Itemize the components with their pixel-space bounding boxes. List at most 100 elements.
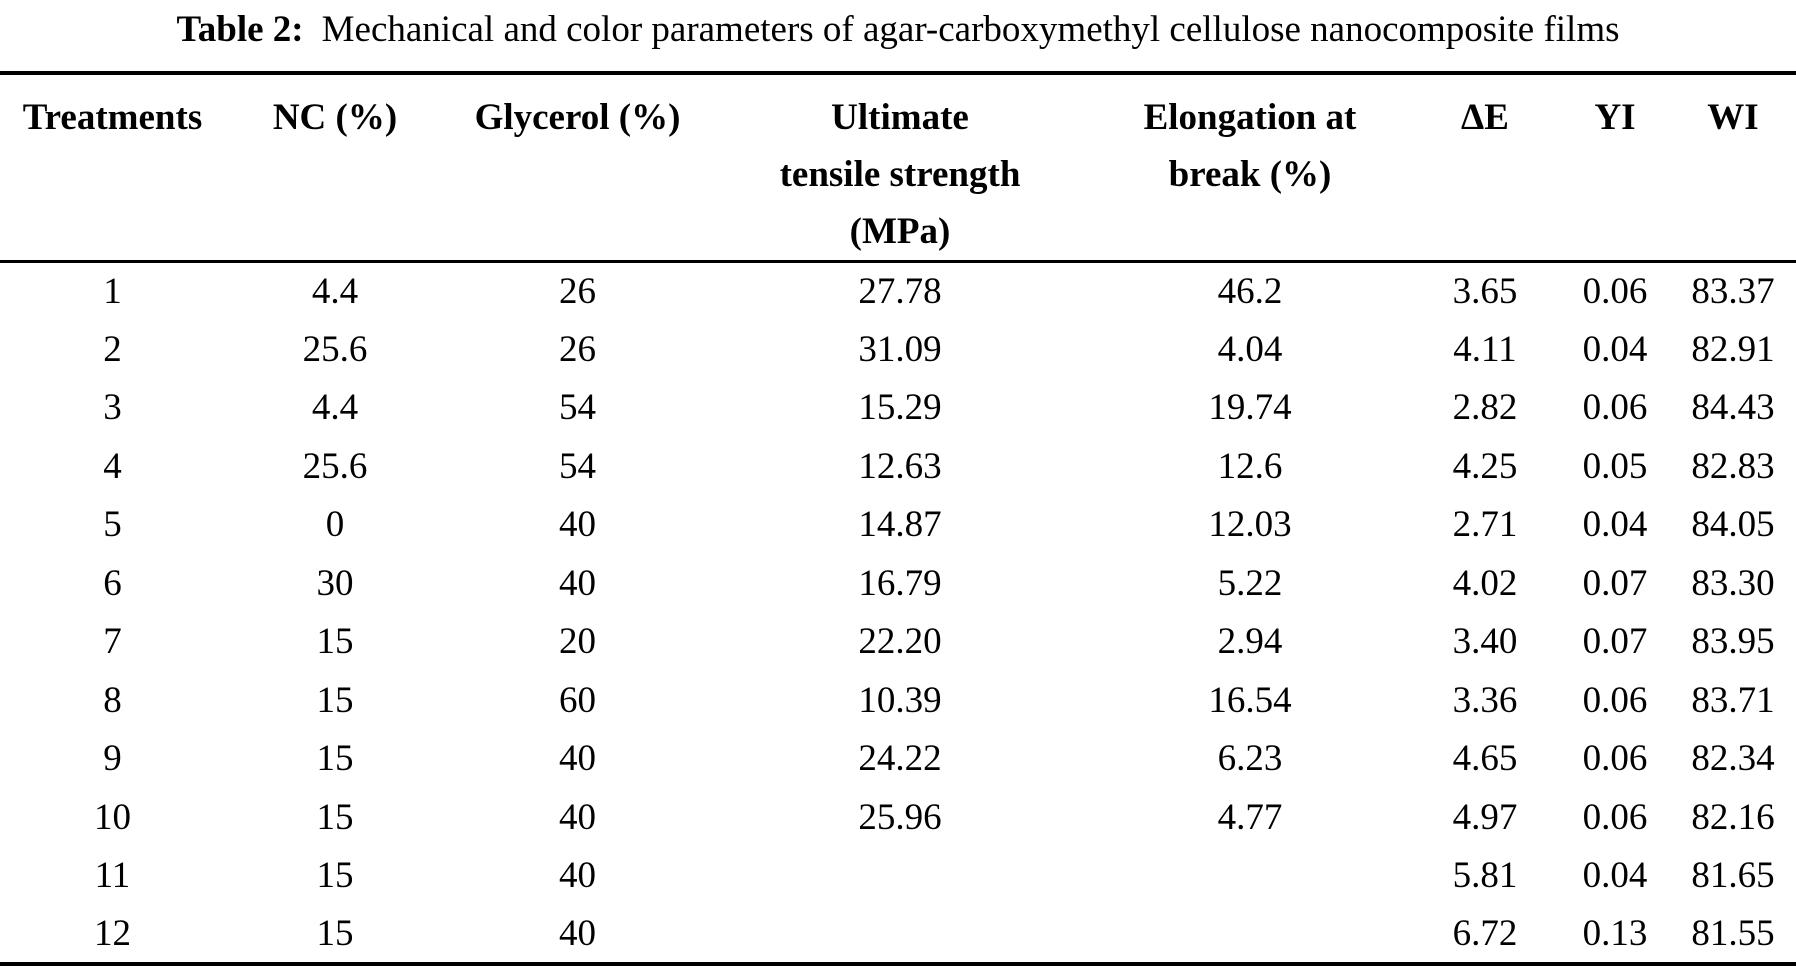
- table-row: 7 15 20 22.20 2.94 3.40 0.07 83.95: [0, 613, 1796, 672]
- table-cell: 15: [316, 679, 354, 721]
- table-cell: 2: [103, 328, 122, 370]
- table-cell: 0.06: [1582, 738, 1648, 780]
- table-caption-label: Table 2:: [176, 9, 304, 50]
- table-row: 10 15 40 25.96 4.77 4.97 0.06 82.16: [0, 788, 1796, 847]
- table-cell: 26: [559, 328, 596, 370]
- table-cell: 40: [559, 796, 596, 838]
- table-row: 3 4.4 54 15.29 19.74 2.82 0.06 84.43: [0, 379, 1796, 438]
- table-caption: Table 2: Mechanical and color parameters…: [0, 0, 1796, 71]
- table-row: 6 30 40 16.79 5.22 4.02 0.07 83.30: [0, 554, 1796, 613]
- table-cell: 0.06: [1582, 796, 1648, 838]
- table-cell: 46.2: [1217, 271, 1283, 312]
- table-cell: 40: [559, 562, 596, 604]
- table-cell: 0.04: [1582, 328, 1648, 370]
- table-cell: 10.39: [858, 679, 942, 721]
- table-cell: 3: [103, 387, 122, 429]
- table-cell: 15: [316, 855, 354, 897]
- table-cell: 4.02: [1452, 562, 1518, 604]
- table-cell: 81.55: [1691, 912, 1775, 954]
- table-cell: 12: [94, 912, 131, 954]
- table-cell: 0.07: [1582, 562, 1648, 604]
- table-cell: 2.71: [1452, 504, 1518, 546]
- column-header-treatments: Treatments: [0, 73, 225, 263]
- table-cell: [1090, 847, 1410, 906]
- column-header-wi: WI: [1670, 73, 1796, 263]
- table-cell: 60: [559, 679, 596, 721]
- column-header-ultimate-tensile-strength: Ultimate tensile strength (MPa): [710, 73, 1090, 263]
- table-cell: 5: [103, 504, 122, 546]
- table-cell: 4.11: [1453, 328, 1517, 370]
- table-cell: 3.65: [1452, 271, 1518, 312]
- table-cell: 15: [316, 621, 354, 663]
- table-cell: 4.4: [311, 271, 359, 312]
- table-cell: 8: [103, 679, 122, 721]
- table-cell: 12.03: [1208, 504, 1292, 546]
- table-cell: [1090, 905, 1410, 964]
- table-cell: 84.43: [1691, 387, 1775, 429]
- table-cell: 4.4: [311, 387, 359, 429]
- table-cell: 82.16: [1691, 796, 1775, 838]
- table-cell: 4.04: [1217, 328, 1283, 370]
- table-cell: 16.79: [858, 562, 942, 604]
- table-cell: 26: [559, 271, 596, 312]
- table-cell: 25.96: [858, 796, 942, 838]
- table-cell: 83.95: [1691, 621, 1775, 663]
- table-cell: 22.20: [858, 621, 942, 663]
- table-cell: 84.05: [1691, 504, 1775, 546]
- table-cell: 15: [316, 738, 354, 780]
- table-cell: 0.06: [1582, 387, 1648, 429]
- table-cell: 15.29: [858, 387, 942, 429]
- table-cell: 24.22: [858, 738, 942, 780]
- table-cell: 4.97: [1452, 796, 1518, 838]
- data-table: Treatments NC (%) Glycerol (%) Ultimate …: [0, 71, 1796, 966]
- column-header-delta-e: ΔE: [1410, 73, 1560, 263]
- table-cell: 12.6: [1217, 445, 1283, 487]
- table-cell: 9: [103, 738, 122, 780]
- table-cell: 31.09: [858, 328, 942, 370]
- table-cell: 19.74: [1208, 387, 1292, 429]
- table-cell: 7: [103, 621, 122, 663]
- table-cell: 0.06: [1582, 271, 1648, 312]
- column-header-nc: NC (%): [225, 73, 445, 263]
- column-header-yi: YI: [1560, 73, 1670, 263]
- table-row: 9 15 40 24.22 6.23 4.65 0.06 82.34: [0, 730, 1796, 789]
- table-cell: 6: [103, 562, 122, 604]
- table-cell: 83.30: [1691, 562, 1775, 604]
- table-cell: 15: [316, 796, 354, 838]
- table-cell: 30: [316, 562, 354, 604]
- table-cell: 5.22: [1217, 562, 1283, 604]
- table-header-row: Treatments NC (%) Glycerol (%) Ultimate …: [0, 73, 1796, 263]
- table-row: 5 0 40 14.87 12.03 2.71 0.04 84.05: [0, 496, 1796, 555]
- table-cell: 0.04: [1582, 504, 1648, 546]
- table-caption-text: Mechanical and color parameters of agar-…: [321, 9, 1620, 50]
- table-cell: 15: [316, 912, 354, 954]
- table-cell: 25.6: [302, 445, 368, 487]
- table-header: Treatments NC (%) Glycerol (%) Ultimate …: [0, 73, 1796, 263]
- table-cell: 2.94: [1217, 621, 1283, 663]
- table-cell: 6.23: [1217, 738, 1283, 780]
- table-cell: 0.13: [1582, 912, 1648, 954]
- table-cell: 81.65: [1691, 855, 1775, 897]
- table-row: 8 15 60 10.39 16.54 3.36 0.06 83.71: [0, 671, 1796, 730]
- table-cell: [710, 847, 1090, 906]
- table-cell: 4: [103, 445, 122, 487]
- table-cell: 83.71: [1691, 679, 1775, 721]
- table-cell: 3.36: [1452, 679, 1518, 721]
- table-row: 1 4.4 26 27.78 46.2 3.65 0.06 83.37: [0, 262, 1796, 321]
- table-cell: 0.04: [1582, 855, 1648, 897]
- table-cell: 40: [559, 855, 596, 897]
- table-cell: 82.34: [1691, 738, 1775, 780]
- table-cell: 25.6: [302, 328, 368, 370]
- table-cell: 40: [559, 504, 596, 546]
- table-cell: 2.82: [1452, 387, 1518, 429]
- table-cell: 40: [559, 912, 596, 954]
- table-cell: 0: [325, 504, 345, 546]
- table-cell: 4.65: [1452, 738, 1518, 780]
- table-cell: 5.81: [1452, 855, 1518, 897]
- table-cell: 54: [559, 387, 596, 429]
- table-cell: 54: [559, 445, 596, 487]
- table-cell: 82.83: [1691, 445, 1775, 487]
- table-cell: 16.54: [1208, 679, 1292, 721]
- table-cell: 27.78: [858, 271, 942, 312]
- table-cell: 40: [559, 738, 596, 780]
